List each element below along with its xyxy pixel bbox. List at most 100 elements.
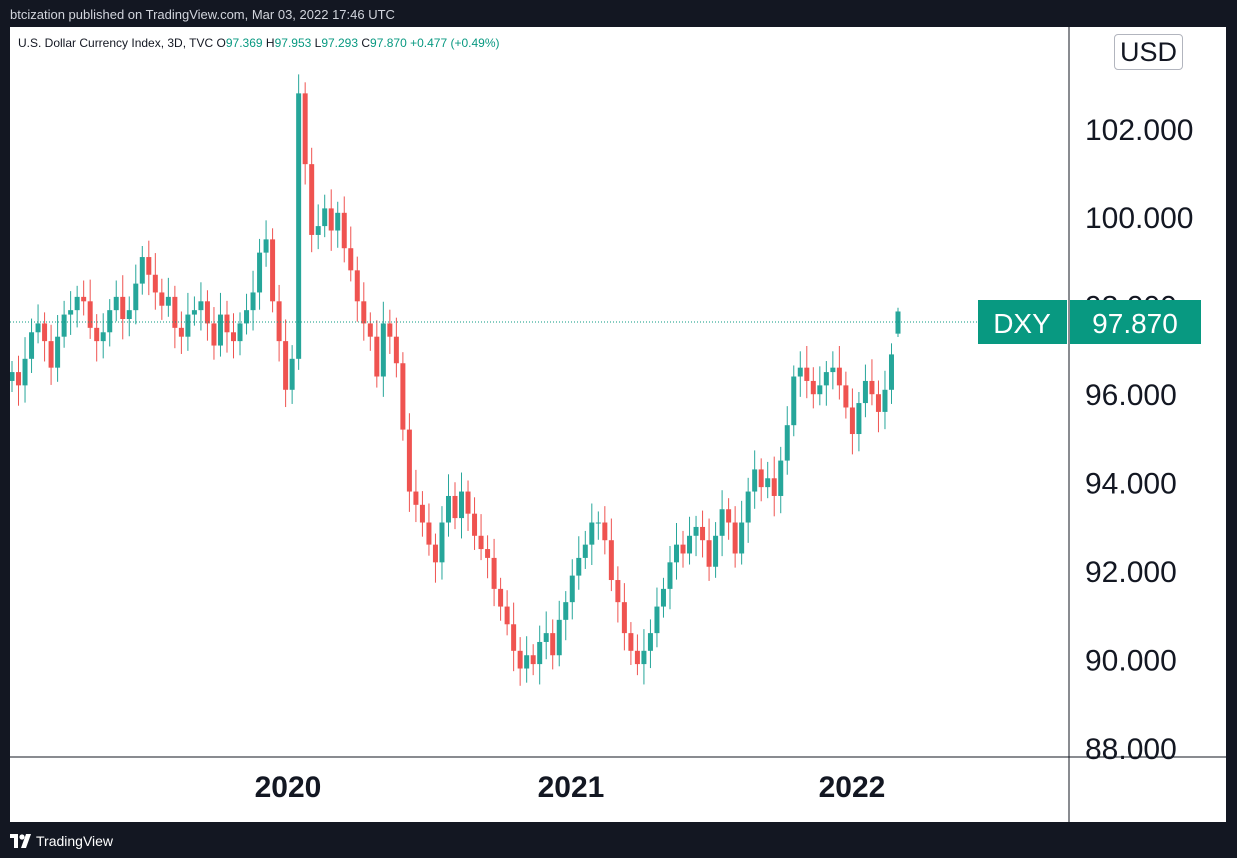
candle-body xyxy=(713,535,719,567)
candle-body xyxy=(35,323,41,333)
candle-body xyxy=(367,323,373,337)
candle-body xyxy=(42,323,48,342)
candle-body xyxy=(445,495,451,523)
candle-body xyxy=(146,257,152,275)
candle-body xyxy=(465,491,471,514)
candle-body xyxy=(836,367,842,386)
currency-button[interactable]: USD xyxy=(1114,34,1184,70)
candlestick-chart[interactable]: 88.00090.00092.00094.00096.00098.000100.… xyxy=(10,27,1226,822)
candle-body xyxy=(602,522,608,541)
candle-body xyxy=(217,314,223,346)
last-price-tag xyxy=(1070,300,1201,344)
candle-body xyxy=(400,363,406,430)
candle-body xyxy=(491,557,497,589)
candle-body xyxy=(204,301,210,324)
candle-body xyxy=(322,208,328,227)
legend-high-value: 97.953 xyxy=(274,36,312,50)
candle-body xyxy=(361,301,367,324)
legend-low-value: 97.293 xyxy=(321,36,359,50)
time-tick-label: 2021 xyxy=(538,771,605,804)
legend-high-label: H xyxy=(265,36,275,50)
price-tick-label: 88.000 xyxy=(1085,733,1177,766)
price-axis: 88.00090.00092.00094.00096.00098.000100.… xyxy=(1085,114,1193,766)
price-tick-label: 100.000 xyxy=(1085,202,1193,235)
time-tick-label: 2022 xyxy=(819,771,886,804)
candle-body xyxy=(843,385,849,408)
candle-body xyxy=(341,212,347,249)
candle-body xyxy=(393,336,399,364)
candle-body xyxy=(257,252,263,293)
candle-body xyxy=(888,354,894,390)
candle-body xyxy=(524,655,530,669)
candle-body xyxy=(113,296,119,311)
legend-close-value: 97.870 xyxy=(370,36,407,50)
candle-body xyxy=(335,212,341,231)
dxy-symbol-tag xyxy=(978,300,1067,344)
candle-body xyxy=(270,239,276,302)
candle-body xyxy=(406,429,412,492)
candle-body xyxy=(771,478,777,496)
candle-body xyxy=(237,323,243,342)
candle-body xyxy=(576,557,582,576)
candle-body xyxy=(875,394,881,412)
candle-body xyxy=(29,332,35,359)
candle-body xyxy=(61,314,67,337)
candle-body xyxy=(569,575,575,603)
candle-body xyxy=(563,602,569,620)
candle-body xyxy=(765,478,771,488)
candle-body xyxy=(752,469,758,492)
candle-body xyxy=(74,296,80,311)
candle-body xyxy=(817,385,823,395)
candle-body xyxy=(700,526,706,541)
candle-body xyxy=(211,323,217,346)
candle-body xyxy=(139,257,145,284)
candle-body xyxy=(778,460,784,496)
candle-body xyxy=(309,164,315,235)
candle-body xyxy=(432,544,438,563)
time-axis: 2020 2021 2022 xyxy=(255,771,886,804)
candle-body xyxy=(413,491,419,505)
candle-body xyxy=(172,296,178,328)
candle-body xyxy=(784,425,790,461)
candle-body xyxy=(152,274,158,293)
candle-body xyxy=(485,549,491,558)
candle-body xyxy=(543,633,549,642)
candle-body xyxy=(550,633,556,656)
candle-body xyxy=(608,540,614,581)
symbol-legend: U.S. Dollar Currency Index, 3D, TVC O97.… xyxy=(18,36,500,50)
candle-body xyxy=(660,588,666,607)
publisher-info: btcization published on TradingView.com,… xyxy=(10,7,395,22)
candle-body xyxy=(556,619,562,656)
legend-open-value: 97.369 xyxy=(225,36,263,50)
candle-body xyxy=(804,367,810,381)
candle-body xyxy=(628,633,634,651)
candle-body xyxy=(22,358,28,386)
candle-body xyxy=(419,504,425,523)
candle-body xyxy=(289,358,295,390)
candle-body xyxy=(224,314,230,333)
candle-body xyxy=(100,332,106,342)
candle-body xyxy=(849,407,855,435)
chart-frame[interactable]: 88.00090.00092.00094.00096.00098.000100.… xyxy=(10,27,1226,822)
candle-body xyxy=(185,314,191,337)
candle-body xyxy=(302,93,308,165)
candle-body xyxy=(693,526,699,536)
legend-open-label: O xyxy=(216,36,226,50)
candle-body xyxy=(589,522,595,545)
candle-body xyxy=(107,310,113,333)
candle-body xyxy=(198,301,204,311)
legend-low-label: L xyxy=(314,36,322,50)
candle-body xyxy=(283,341,289,390)
price-tick-label: 96.000 xyxy=(1085,379,1177,412)
candle-body xyxy=(856,403,862,435)
candle-body xyxy=(706,540,712,567)
candle-body xyxy=(354,270,360,302)
candle-body xyxy=(439,522,445,563)
candle-body xyxy=(895,311,901,334)
candle-body xyxy=(328,208,334,231)
candle-body xyxy=(726,509,732,523)
candle-body xyxy=(296,93,302,359)
candle-body xyxy=(263,239,269,253)
candle-body xyxy=(133,283,139,311)
candle-body xyxy=(120,296,126,319)
